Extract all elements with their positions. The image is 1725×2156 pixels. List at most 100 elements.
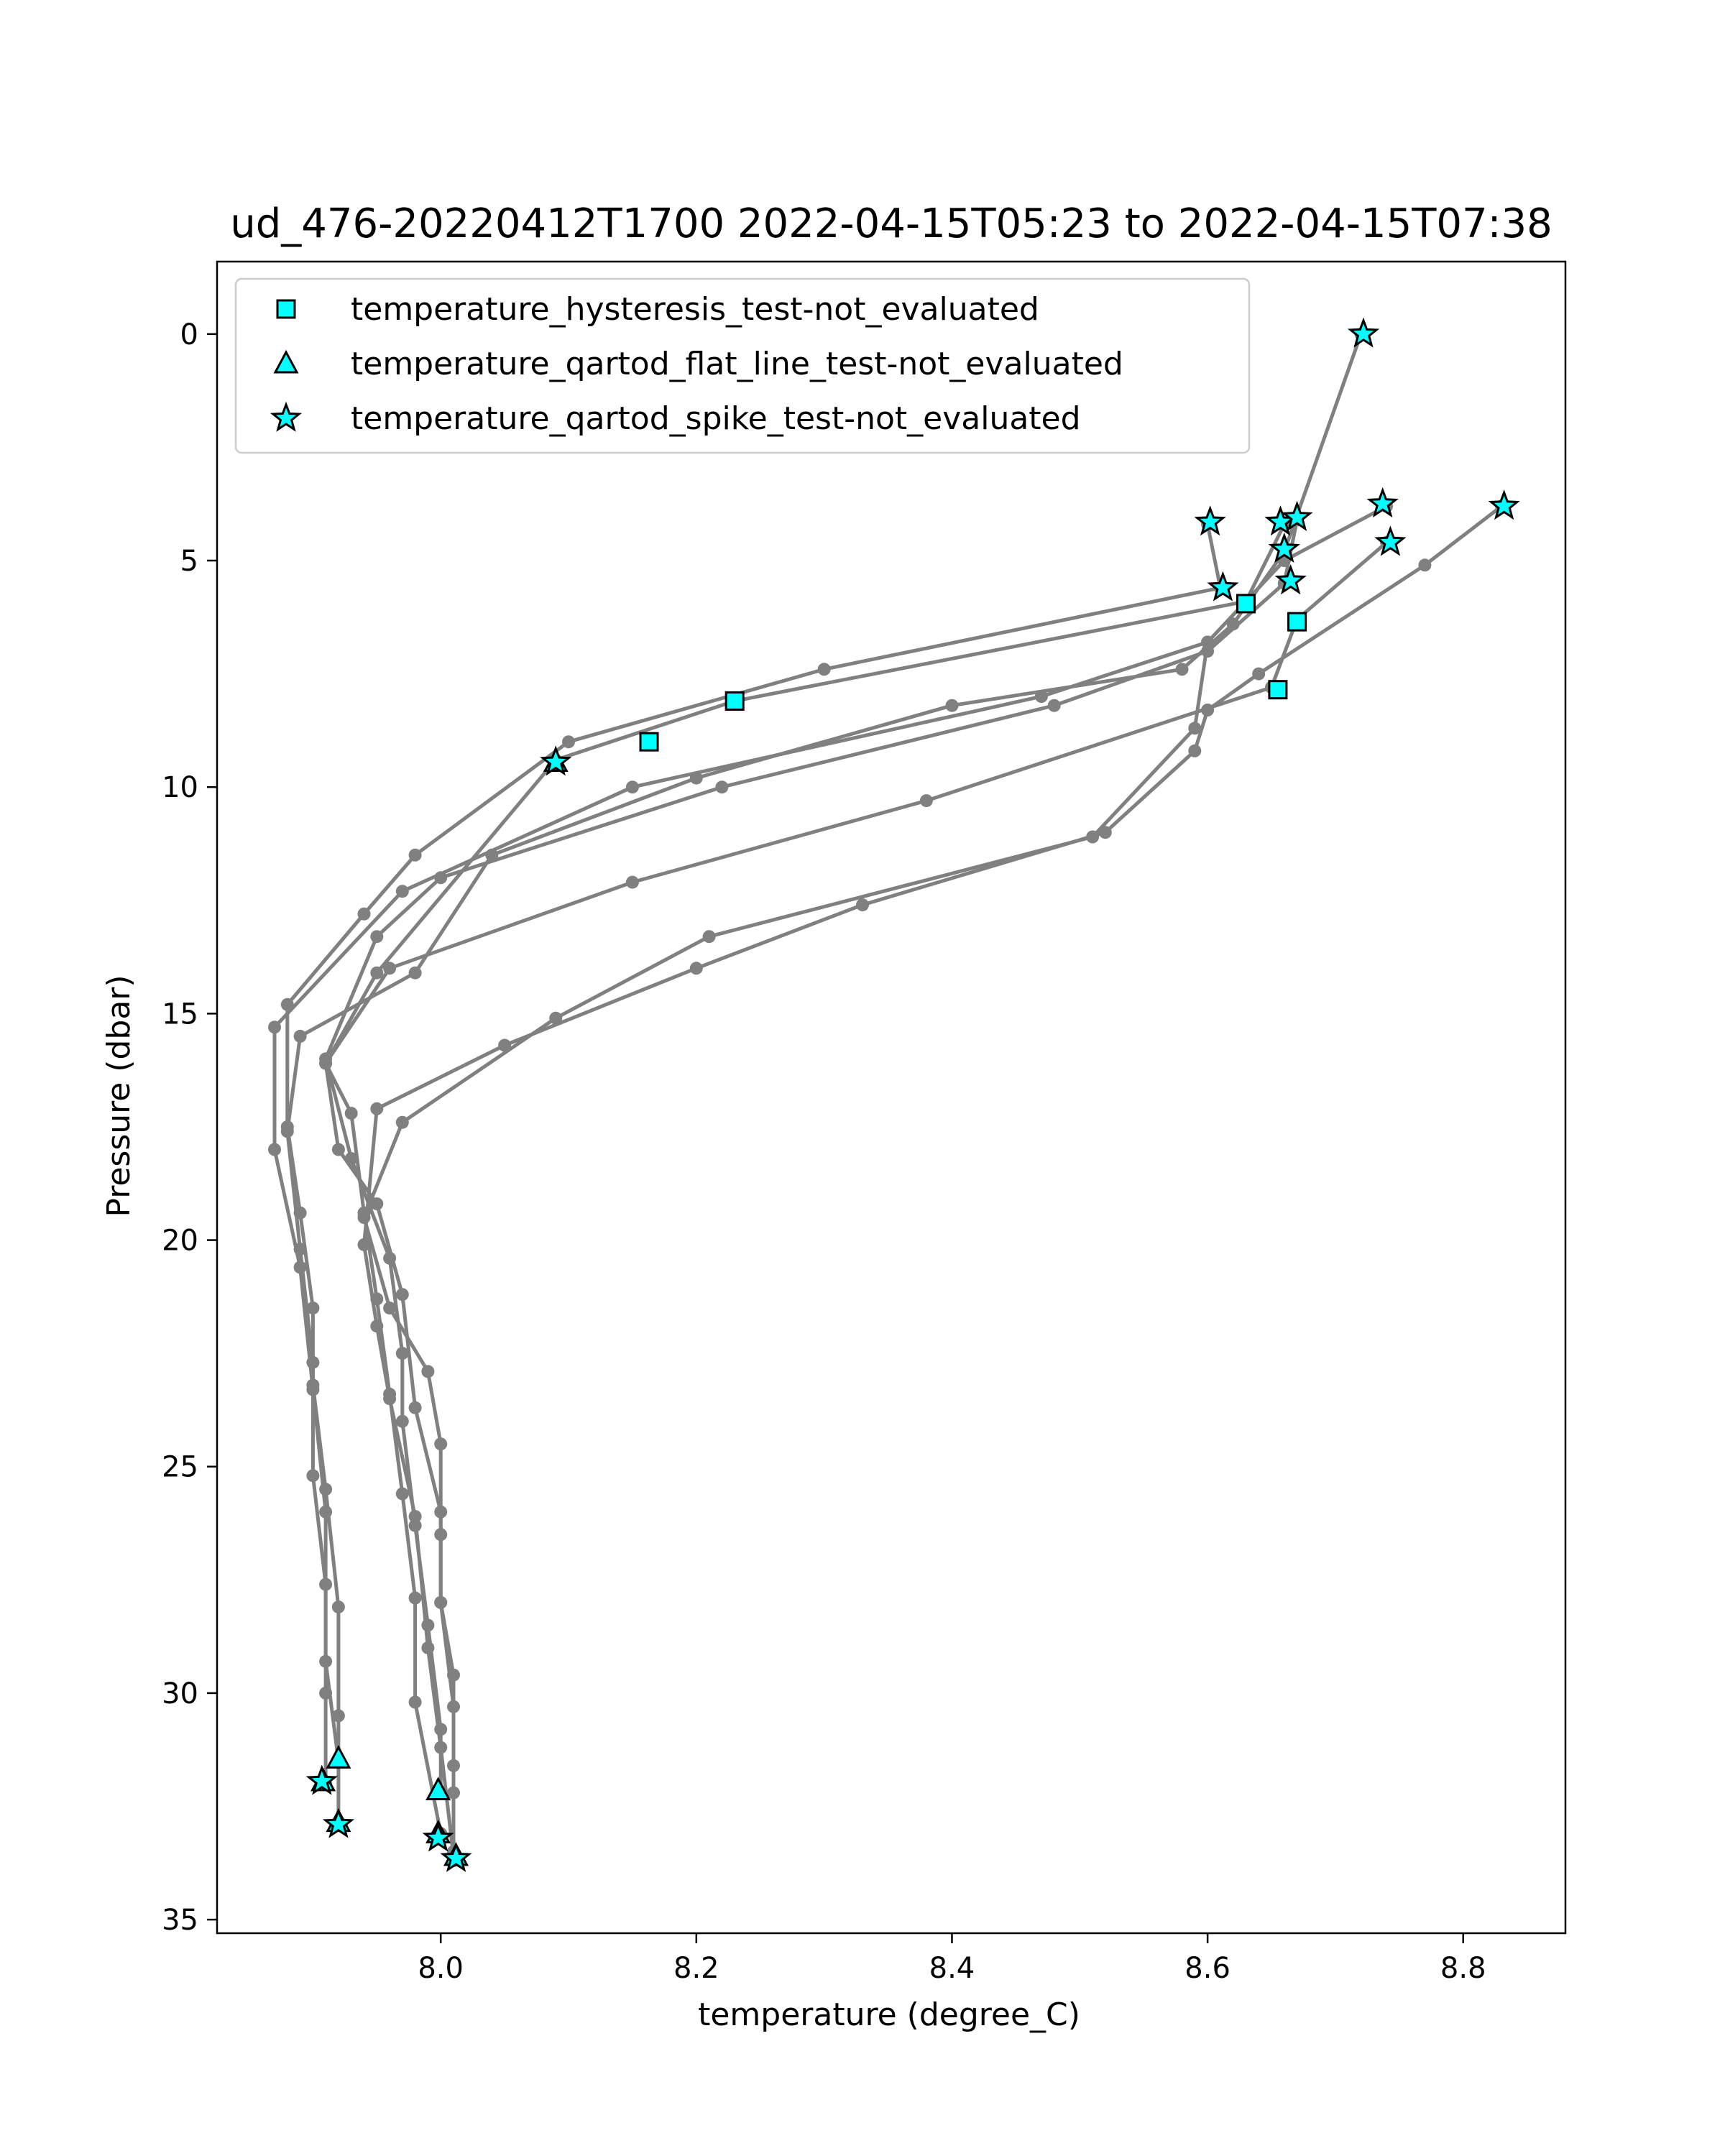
x-tick-label: 8.4: [929, 1952, 975, 1985]
y-tick-label: 20: [162, 1225, 198, 1258]
profile-point: [383, 1302, 397, 1315]
star-flag-marker: [1347, 317, 1380, 348]
x-tick-label: 8.8: [1440, 1952, 1486, 1985]
profile-point: [306, 1469, 320, 1483]
profile-point: [319, 1654, 333, 1668]
profile-point: [447, 1759, 460, 1772]
x-axis-label: temperature (degree_C): [698, 1996, 1080, 2033]
star-flag-marker: [1194, 505, 1226, 536]
profile-point: [395, 1487, 409, 1501]
legend-entry: temperature_qartod_spike_test-not_evalua…: [270, 400, 1081, 437]
profile-point: [408, 1591, 422, 1605]
profile-point: [319, 1505, 333, 1519]
profile-point: [1086, 830, 1100, 844]
profile-point: [1047, 699, 1061, 712]
star-flag-marker: [1374, 525, 1407, 556]
profile-point: [1201, 635, 1215, 649]
profile-point: [357, 1211, 371, 1224]
profile-point: [331, 1709, 345, 1723]
x-tick-label: 8.6: [1184, 1952, 1230, 1985]
profile-point: [945, 699, 959, 712]
star-flag-marker: [422, 1821, 454, 1852]
profile-point: [395, 1288, 409, 1302]
triangle-flag-marker: [426, 1777, 451, 1800]
square-flag-marker: [1268, 680, 1288, 700]
profile-point: [1175, 663, 1189, 676]
profile-point: [715, 780, 729, 794]
profile-point: [408, 1695, 422, 1709]
profile-point: [370, 1102, 384, 1115]
x-tick-label: 8.2: [673, 1952, 719, 1985]
chart-title: ud_476-20220412T1700 2022-04-15T05:23 to…: [230, 201, 1552, 247]
square-flag-marker: [724, 691, 745, 711]
y-axis-label: Pressure (dbar): [101, 975, 137, 1217]
star-flag-marker: [1366, 487, 1399, 518]
profile-point: [1188, 744, 1202, 757]
y-tick-label: 10: [162, 771, 198, 804]
profile-point: [293, 1206, 307, 1220]
square-flag-marker: [639, 732, 659, 752]
profile-point: [1188, 722, 1202, 735]
profile-point: [408, 1401, 422, 1414]
profile-point: [1034, 690, 1048, 704]
legend-entry: temperature_hysteresis_test-not_evaluate…: [276, 291, 1039, 328]
star-flag-marker: [305, 1764, 338, 1795]
profile-point: [1252, 667, 1266, 681]
profile-point: [370, 1197, 384, 1211]
star-flag-marker: [1488, 489, 1520, 520]
profile-point: [408, 966, 422, 980]
legend: temperature_hysteresis_test-not_evaluate…: [234, 277, 1251, 454]
star-flag-marker: [440, 1841, 472, 1872]
star-flag-marker: [322, 1807, 355, 1838]
profile-point: [1201, 704, 1215, 717]
profile-point: [434, 1595, 448, 1609]
star-flag-series: [305, 317, 1520, 1872]
y-tick-label: 25: [162, 1451, 198, 1484]
axes-layer: 8.0 8.2 8.4 8.6 8.8 0 5 10 15 20 25 30 35: [162, 260, 1567, 1985]
profile-point: [408, 1510, 422, 1524]
legend-frame: [234, 277, 1251, 454]
plot-frame: [216, 260, 1567, 1935]
profile-point: [689, 962, 703, 975]
legend-label: temperature_qartod_flat_line_test-not_ev…: [351, 346, 1123, 382]
profile-point: [268, 1021, 281, 1034]
legend-square-marker: [276, 299, 296, 319]
profile-point: [434, 871, 448, 885]
profile-point: [625, 875, 639, 889]
profile-point: [434, 1741, 448, 1754]
square-flag-marker: [1236, 594, 1256, 614]
triangle-flag-marker: [326, 1745, 351, 1769]
profile-point: [357, 1238, 371, 1251]
star-flag-marker: [1268, 533, 1300, 563]
profile-point: [395, 1347, 409, 1360]
star-flag-marker: [1207, 571, 1239, 602]
profile-point: [421, 1641, 435, 1654]
x-tick-label: 8.0: [418, 1952, 464, 1985]
profile-point: [344, 1107, 358, 1120]
star-flag-marker: [1274, 564, 1307, 595]
profile-point: [383, 1392, 397, 1406]
y-tick-label: 30: [162, 1677, 198, 1710]
legend-entry: temperature_qartod_flat_line_test-not_ev…: [273, 346, 1123, 382]
legend-triangle-marker: [273, 349, 299, 374]
profile-point: [447, 1668, 460, 1682]
profile-point: [268, 1143, 281, 1156]
profile-point: [319, 1056, 333, 1070]
profile-point: [357, 907, 371, 921]
y-tick-label: 5: [180, 545, 198, 578]
profile-point: [434, 1528, 448, 1542]
profile-point: [1418, 558, 1432, 572]
profile-point: [293, 1029, 307, 1043]
profile-point: [817, 663, 831, 676]
profile-point: [625, 780, 639, 794]
profile-point: [408, 848, 422, 862]
legend-label: temperature_qartod_spike_test-not_evalua…: [351, 400, 1081, 437]
profile-point: [702, 930, 716, 944]
star-flag-marker: [1281, 500, 1313, 531]
profile-point: [331, 1600, 345, 1614]
profile-point: [306, 1383, 320, 1396]
profile-point: [549, 1011, 563, 1025]
star-flag-marker: [540, 745, 572, 776]
legend-label: temperature_hysteresis_test-not_evaluate…: [351, 291, 1039, 328]
